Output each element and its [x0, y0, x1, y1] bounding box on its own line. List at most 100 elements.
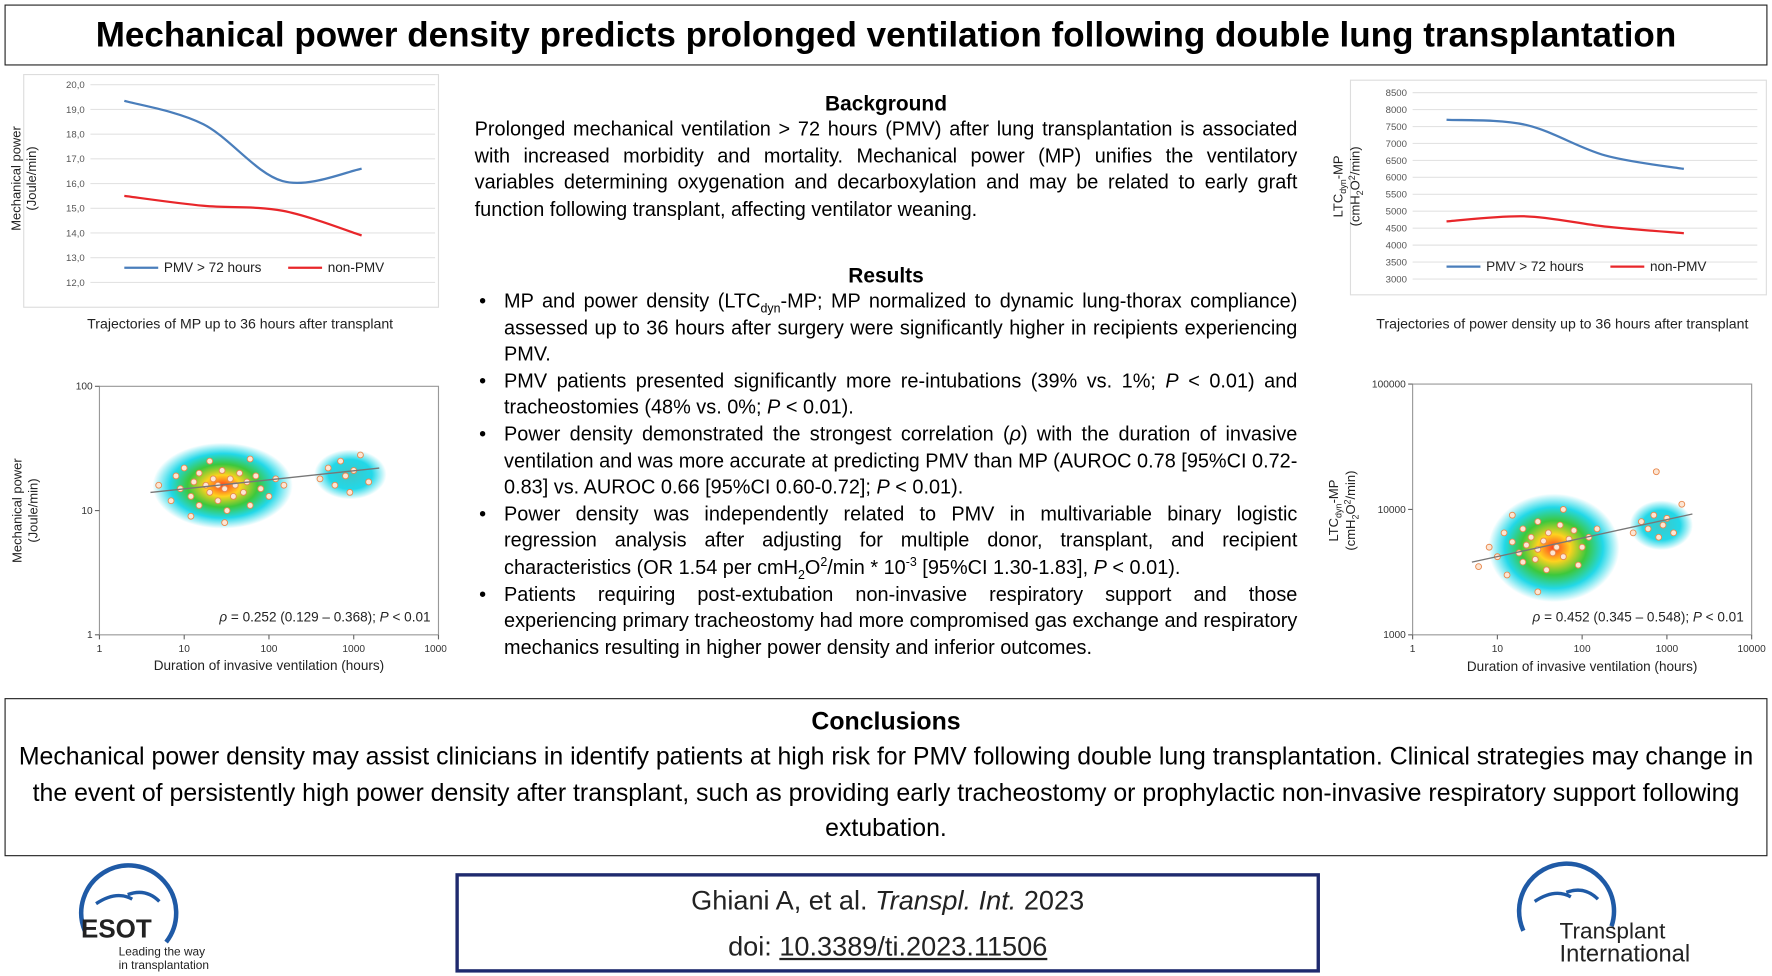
- y-tick-label: 3500: [1386, 257, 1407, 268]
- y-tick-label: 100000: [1372, 379, 1406, 390]
- data-point: [221, 519, 229, 527]
- y-tick-label: 12,0: [66, 278, 85, 289]
- data-point: [1670, 529, 1677, 537]
- y-tick-label: 4000: [1386, 241, 1407, 252]
- title-box: Mechanical power density predicts prolon…: [4, 4, 1768, 66]
- citation-authors: Ghiani A, et al.: [691, 885, 876, 917]
- y-tick-label: 17,0: [66, 154, 85, 165]
- data-point: [1523, 541, 1530, 549]
- data-point: [1556, 521, 1564, 529]
- y-tick-label: 13,0: [66, 253, 85, 264]
- x-tick-label: 1: [1410, 644, 1416, 655]
- results-section: Results • MP and power density (LTCdyn-MP…: [475, 263, 1298, 661]
- text-part: P: [1093, 555, 1107, 579]
- data-point: [1574, 561, 1582, 569]
- logo-hands: [1533, 888, 1600, 903]
- data-point: [246, 502, 254, 509]
- annotation: ρ = 0.252 (0.129 – 0.368); P < 0.01: [218, 609, 430, 624]
- text-part: P: [876, 475, 890, 499]
- label-part: -MP: [1331, 155, 1346, 179]
- logo-hands: [95, 890, 161, 906]
- doi-link[interactable]: 10.3389/ti.2023.11506: [779, 931, 1048, 963]
- data-point: [1531, 555, 1539, 563]
- y-tick-label: 7000: [1386, 139, 1407, 150]
- data-point: [1593, 525, 1601, 533]
- data-point: [206, 489, 214, 496]
- data-point: [1549, 549, 1557, 557]
- title: Mechanical power density predicts prolon…: [95, 14, 1677, 55]
- label-part: O: [1348, 180, 1363, 190]
- data-point: [1519, 525, 1527, 533]
- data-point: [1578, 543, 1586, 551]
- label-part: LTC: [1326, 518, 1341, 542]
- x-tick-label: 10: [1492, 644, 1504, 655]
- data-point: [1659, 521, 1667, 529]
- label-part: = 0.452 (0.345 – 0.548);: [1540, 609, 1693, 624]
- logo-name: Transplant: [1560, 919, 1667, 944]
- logo-tagline: in transplantation: [119, 958, 209, 972]
- y-axis-label: (cmH2O2/min): [1342, 471, 1360, 551]
- label-part: 2: [1350, 515, 1360, 520]
- series-line: [1446, 118, 1685, 170]
- y-axis-label: (Joule/min): [24, 146, 39, 210]
- label-part: O: [1343, 504, 1358, 514]
- data-point: [167, 497, 175, 505]
- text-part: P: [767, 395, 781, 419]
- series-line: [123, 99, 362, 184]
- data-point: [1485, 543, 1493, 551]
- y-tick-label: 15,0: [66, 204, 85, 215]
- result-item: • MP and power density (LTCdyn-MP; MP nor…: [479, 289, 1298, 366]
- chart-frame: [23, 73, 440, 308]
- legend-label: non-PMV: [1650, 259, 1706, 274]
- data-point: [346, 489, 354, 496]
- label-part: dyn: [1333, 503, 1343, 518]
- x-tick-label: 1000: [342, 644, 365, 655]
- y-tick-label: 5500: [1386, 190, 1407, 201]
- data-point: [1527, 533, 1535, 541]
- logo-name: International: [1560, 941, 1691, 967]
- result-item: • PMV patients presented significantly mo…: [479, 369, 1298, 419]
- label-part: 2: [1347, 175, 1357, 180]
- result-item: • Power density was independently related…: [479, 502, 1298, 583]
- logo-arc: [79, 863, 179, 944]
- legend-label: PMV > 72 hours: [164, 260, 262, 275]
- y-tick-label: 8000: [1386, 105, 1407, 116]
- data-point: [246, 455, 254, 463]
- text-part: < 0.01).: [780, 395, 854, 419]
- x-tick-label: 1000: [1656, 644, 1679, 655]
- background-text: Prolonged mechanical ventilation > 72 ho…: [474, 117, 1298, 221]
- doi-line: doi: 10.3389/ti.2023.11506: [459, 924, 1317, 970]
- data-point: [172, 472, 180, 480]
- label-part: P: [1693, 609, 1702, 624]
- x-axis-label: Duration of invasive ventilation (hours): [1467, 659, 1697, 674]
- data-point: [316, 475, 324, 483]
- citation-box: Ghiani A, et al. Transpl. Int. 2023 doi:…: [455, 873, 1320, 973]
- label-part: 2: [1355, 190, 1365, 195]
- data-point: [229, 493, 237, 500]
- citation-year: 2023: [1016, 885, 1085, 917]
- y-tick-label: 1000: [1383, 630, 1406, 641]
- data-point: [1570, 527, 1578, 534]
- text-part: PMV patients presented significantly mor…: [504, 369, 1166, 392]
- x-tick-label: 100: [260, 644, 277, 655]
- label-part: dyn: [1338, 179, 1348, 194]
- label-part: = 0.252 (0.129 – 0.368);: [227, 609, 380, 624]
- density-cloud: [152, 442, 293, 529]
- trend-line: [150, 467, 380, 494]
- label-part: < 0.01: [1702, 609, 1744, 624]
- label-part: ρ: [218, 609, 227, 624]
- citation-line: Ghiani A, et al. Transpl. Int. 2023: [459, 878, 1317, 924]
- data-point: [180, 464, 188, 472]
- y-tick-label: 3000: [1386, 274, 1407, 285]
- y-axis-label: Mechanical power: [8, 125, 23, 230]
- label-part: (cmH: [1348, 195, 1363, 226]
- text-part: < 0.01).: [889, 475, 964, 499]
- y-tick-label: 6000: [1386, 173, 1407, 184]
- data-point: [357, 451, 364, 459]
- logo-tagline: Leading the way: [119, 945, 205, 959]
- text-part: Power density demonstrated the strongest…: [504, 422, 1010, 446]
- data-point: [365, 478, 373, 486]
- data-point: [195, 469, 203, 477]
- data-point: [187, 493, 195, 500]
